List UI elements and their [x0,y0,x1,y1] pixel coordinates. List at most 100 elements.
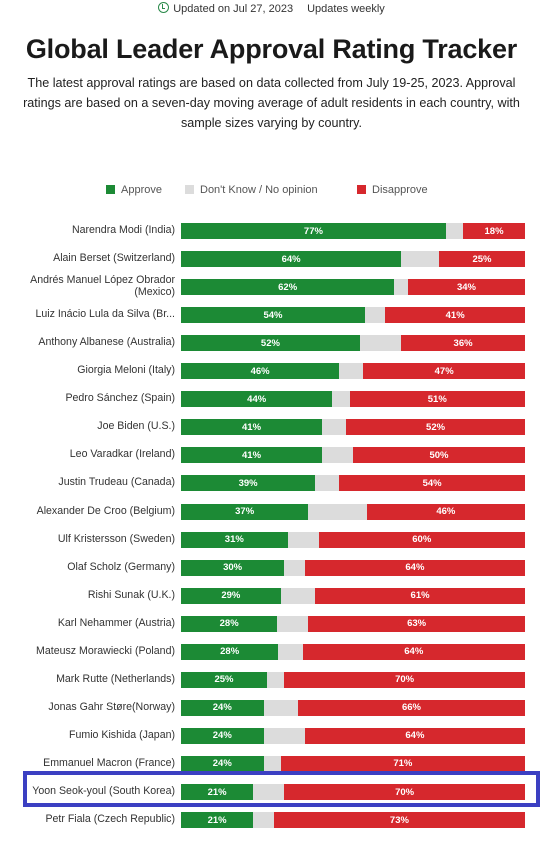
updated-date: Updated on Jul 27, 2023 [173,3,294,15]
category-label: Luiz Inácio Lula da Silva (Br... [35,308,175,321]
bar-disapprove: 64% [304,727,525,744]
bar-unsure [263,755,281,772]
category-label: Joe Biden (U.S.) [97,420,175,433]
bar-approve: 41% [181,447,323,464]
clock-icon [158,2,170,13]
bar-approve: 41% [181,419,323,436]
bar-disapprove: 61% [315,587,525,604]
stacked-bar: 25% 70% [181,671,525,688]
bar-approve: 29% [181,587,281,604]
bar-disapprove: 34% [408,279,525,296]
bar-approve: 24% [181,755,264,772]
chart-row: Pedro Sánchez (Spain) 44% 51% [0,384,543,412]
chart-row: Giorgia Meloni (Italy) 46% 47% [0,356,543,384]
category-label: Mark Rutte (Netherlands) [56,672,175,685]
bar-approve: 30% [181,559,285,576]
legend-swatch-unsure [185,185,194,194]
bar-disapprove: 70% [284,784,525,800]
bar-disapprove: 18% [463,223,525,239]
legend-label-disapprove: Disapprove [372,184,428,196]
category-label: Alexander De Croo (Belgium) [36,504,175,517]
bar-unsure [284,559,305,576]
bar-disapprove: 36% [401,335,525,352]
category-label: Yoon Seok-youl (South Korea) [32,785,175,797]
chart-row: Andrés Manuel López Obrador (Mexico) 62% 3… [0,272,543,300]
stacked-bar: 46% 47% [181,363,525,380]
bar-unsure [401,251,439,268]
chart-row: Fumio Kishida (Japan) 24% 64% [0,721,543,749]
bar-approve: 28% [181,615,278,632]
bar-approve: 62% [181,279,395,296]
category-label: Narendra Modi (India) [71,224,175,236]
stacked-bar: 54% 41% [181,307,525,324]
chart-row: Luiz Inácio Lula da Silva (Br... 54% 41% [0,300,543,328]
bar-approve: 24% [181,727,264,744]
category-label: Giorgia Meloni (Italy) [77,364,175,377]
bar-disapprove: 51% [349,391,525,408]
bar-approve: 25% [181,671,267,688]
bar-approve: 28% [181,643,279,660]
legend-label-approve: Approve [121,184,162,196]
bar-unsure [267,671,285,688]
stacked-bar: 77% 18% [181,223,525,239]
bar-unsure [394,279,409,296]
legend-item-unsure: Don't Know / No opinion [185,184,318,196]
chart-row: Leo Varadkar (Ireland) 41% 50% [0,440,543,468]
chart-row: Jonas Gahr Støre(Norway) 24% 66% [0,693,543,721]
bar-unsure [280,587,316,604]
bar-disapprove: 70% [284,671,525,688]
bar-disapprove: 50% [352,447,525,464]
bar-unsure [322,447,353,464]
bar-unsure [253,812,274,829]
stacked-bar: 24% 66% [181,699,525,716]
chart-row: Justin Trudeau (Canada) 39% 54% [0,468,543,496]
bar-disapprove: 41% [385,307,525,324]
bar-approve: 52% [181,335,360,352]
bar-disapprove: 73% [273,812,525,829]
bar-approve: 39% [181,475,316,492]
bar-unsure [308,503,367,520]
stacked-bar: 62% 34% [181,279,525,296]
stacked-bar: 21% 70% [181,784,525,800]
legend-swatch-disapprove [357,185,366,194]
bar-approve: 37% [181,503,309,520]
category-label: Pedro Sánchez (Spain) [65,392,175,405]
bar-approve: 46% [181,363,340,380]
category-label: Fumio Kishida (Japan) [69,728,175,741]
stacked-bar: 31% 60% [181,531,525,548]
bar-approve: 24% [181,699,264,716]
stacked-bar: 21% 73% [181,812,525,829]
category-label: Ulf Kristersson (Sweden) [57,532,175,545]
bar-approve: 77% [181,223,446,239]
bar-unsure [277,615,309,632]
chart-row: Karl Nehammer (Austria) 28% 63% [0,609,543,637]
chart-row: Yoon Seok-youl (South Korea) 21% 70% [0,777,543,805]
bar-disapprove: 66% [297,699,525,716]
bar-disapprove: 71% [280,755,525,772]
chart-row: Joe Biden (U.S.) 41% 52% [0,412,543,440]
bar-disapprove: 63% [308,615,525,632]
stacked-bar: 39% 54% [181,475,525,492]
bar-disapprove: 47% [363,363,525,380]
bar-unsure [278,643,303,660]
bar-approve: 21% [181,812,254,829]
chart-row: Ulf Kristersson (Sweden) 31% 60% [0,525,543,553]
stacked-bar: 37% 46% [181,503,525,520]
chart-row: Rishi Sunak (U.K.) 29% 61% [0,581,543,609]
bar-approve: 21% [181,784,254,800]
bar-disapprove: 46% [366,503,525,520]
bar-unsure [287,531,319,548]
bar-unsure [445,223,464,239]
category-label: Olaf Scholz (Germany) [67,560,175,573]
bar-unsure [359,335,402,352]
bar-unsure [364,307,386,324]
chart-row: Anthony Albanese (Australia) 52% 36% [0,328,543,356]
category-label: Karl Nehammer (Austria) [57,616,175,629]
category-label: Alain Berset (Switzerland) [53,252,175,265]
stacked-bar: 29% 61% [181,587,525,604]
stacked-bar: 41% 52% [181,419,525,436]
stacked-bar: 44% 51% [181,391,525,408]
bar-disapprove: 52% [346,419,525,436]
bar-approve: 54% [181,307,365,324]
bar-approve: 31% [181,531,288,548]
